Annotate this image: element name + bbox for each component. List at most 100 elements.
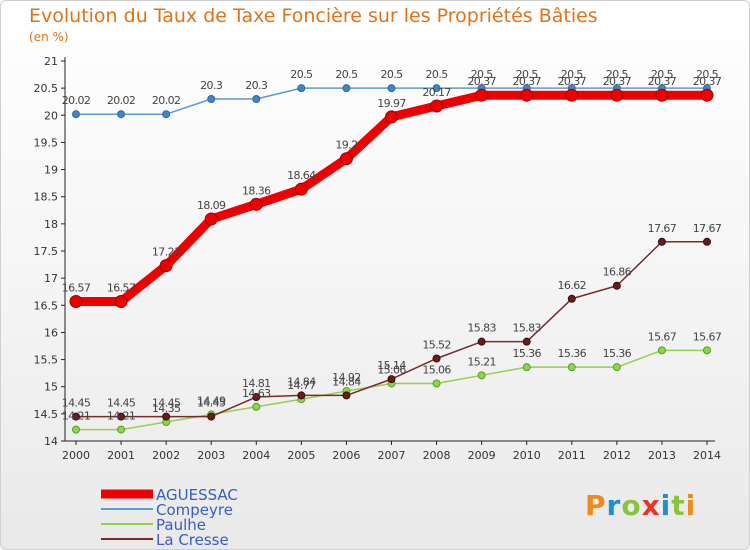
data-label: 17.67 — [648, 222, 677, 235]
data-point — [69, 294, 83, 308]
x-tick-label: 2004 — [242, 449, 270, 462]
data-point — [612, 281, 621, 290]
y-tick-label: 15 — [44, 381, 58, 394]
data-label: 17.67 — [693, 222, 722, 235]
data-label: 20.02 — [152, 94, 181, 107]
data-label: 20.3 — [200, 79, 223, 92]
y-tick-label: 17.5 — [34, 245, 59, 258]
data-label: 15.06 — [422, 363, 451, 376]
data-label: 20.37 — [558, 75, 587, 88]
y-tick-label: 19.5 — [34, 136, 59, 149]
data-point — [117, 412, 126, 421]
y-tick-label: 14.5 — [34, 408, 59, 421]
data-label: 20.02 — [62, 94, 91, 107]
data-point — [565, 88, 579, 102]
data-label: 19.2 — [335, 139, 357, 152]
data-label: 14.84 — [332, 375, 361, 388]
data-label: 18.09 — [197, 199, 226, 212]
y-tick-label: 15.5 — [34, 354, 59, 367]
data-point — [700, 88, 714, 102]
logo-letter: i — [685, 489, 697, 522]
x-tick-label: 2001 — [107, 449, 135, 462]
data-point — [703, 237, 711, 246]
logo-letter: P — [585, 489, 607, 522]
data-label: 15.83 — [467, 322, 496, 335]
data-point — [72, 425, 80, 434]
data-point — [477, 371, 486, 380]
data-point — [477, 337, 486, 346]
y-tick-label: 16.5 — [34, 299, 59, 312]
data-point — [612, 363, 621, 372]
data-label: 20.17 — [422, 86, 451, 99]
data-label: 14.81 — [242, 377, 271, 390]
data-point — [72, 412, 80, 421]
data-point — [114, 294, 128, 308]
logo-letter: t — [671, 489, 686, 522]
proxiti-logo: Proxiti — [585, 489, 696, 522]
x-tick-label: 2013 — [648, 449, 676, 462]
data-point — [342, 391, 351, 400]
data-label: 18.64 — [287, 169, 316, 182]
data-label: 19.97 — [377, 97, 406, 110]
data-label: 16.57 — [107, 281, 136, 294]
data-point — [522, 337, 531, 346]
logo-letter: i — [660, 489, 672, 522]
legend-label: AGUESSAC — [156, 486, 238, 504]
x-tick-label: 2002 — [152, 449, 180, 462]
data-point — [252, 393, 261, 402]
data-label: 14.45 — [62, 397, 91, 410]
data-point — [567, 363, 576, 372]
data-label: 18.36 — [242, 184, 271, 197]
x-tick-label: 2014 — [693, 449, 721, 462]
data-label: 20.37 — [648, 75, 677, 88]
data-point — [117, 110, 126, 119]
data-label: 16.62 — [558, 279, 587, 292]
data-point — [522, 363, 531, 372]
data-label: 20.3 — [245, 79, 268, 92]
data-label: 20.5 — [290, 68, 313, 81]
data-label: 14.92 — [332, 371, 361, 384]
data-point — [159, 259, 173, 273]
data-point — [703, 346, 711, 355]
y-tick-label: 18.5 — [34, 191, 59, 204]
data-label: 14.35 — [152, 402, 181, 415]
x-tick-label: 2005 — [287, 449, 315, 462]
data-label: 15.36 — [558, 347, 587, 360]
data-label: 14.77 — [287, 379, 316, 392]
x-tick-label: 2007 — [378, 449, 406, 462]
data-label: 17.23 — [152, 246, 181, 259]
data-point — [204, 212, 218, 226]
data-label: 20.5 — [606, 68, 629, 81]
x-tick-label: 2003 — [197, 449, 225, 462]
logo-letter: x — [641, 489, 661, 522]
data-point — [567, 294, 576, 303]
data-label: 15.14 — [377, 359, 406, 372]
y-tick-label: 21 — [44, 55, 58, 68]
data-point — [610, 88, 624, 102]
y-tick-label: 17 — [44, 272, 58, 285]
data-label: 15.06 — [377, 363, 406, 376]
y-tick-label: 16 — [44, 326, 58, 339]
data-label: 15.67 — [648, 330, 677, 343]
x-tick-label: 2006 — [332, 449, 360, 462]
data-label: 14.45 — [152, 397, 181, 410]
data-label: 15.36 — [603, 347, 632, 360]
data-point — [657, 237, 666, 246]
data-label: 20.5 — [335, 68, 358, 81]
data-label: 20.37 — [512, 75, 541, 88]
data-point — [252, 402, 261, 411]
data-point — [430, 99, 444, 113]
data-point — [432, 354, 441, 363]
data-label: 20.5 — [426, 68, 449, 81]
data-point — [339, 152, 353, 166]
legend-label: Paulhe — [156, 516, 206, 534]
y-tick-label: 18 — [44, 218, 58, 231]
data-point — [432, 84, 441, 93]
data-label: 20.5 — [696, 68, 719, 81]
x-tick-label: 2010 — [513, 449, 541, 462]
data-label: 20.02 — [107, 94, 136, 107]
data-label: 14.45 — [197, 397, 226, 410]
data-label: 15.67 — [693, 330, 722, 343]
